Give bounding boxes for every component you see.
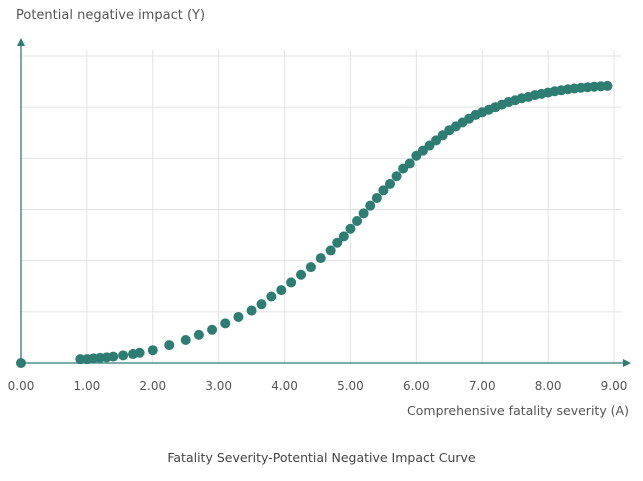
x-tick-label: 5.00: [337, 379, 364, 393]
data-point: [345, 223, 356, 234]
x-tick-label: 8.00: [535, 379, 562, 393]
data-point: [180, 334, 191, 345]
x-tick-label: 3.00: [205, 379, 232, 393]
y-axis-label: Potential negative impact (Y): [16, 8, 206, 23]
data-point: [207, 324, 218, 335]
data-point: [305, 262, 316, 273]
x-tick-label: 4.00: [271, 379, 298, 393]
data-point: [296, 269, 307, 280]
data-point: [246, 305, 257, 316]
data-point: [193, 329, 204, 340]
data-point: [256, 299, 267, 310]
data-point: [286, 277, 297, 288]
chart-caption: Fatality Severity-Potential Negative Imp…: [167, 450, 476, 465]
axes: [17, 38, 631, 367]
data-point: [378, 185, 389, 196]
data-point: [332, 237, 343, 248]
data-point: [365, 200, 376, 211]
data-point: [220, 318, 231, 329]
data-point: [108, 351, 119, 362]
x-tick-label: 9.00: [601, 379, 628, 393]
x-axis-label: Comprehensive fatality severity (A): [407, 403, 629, 418]
x-tick-label: 2.00: [139, 379, 166, 393]
data-point: [134, 347, 145, 358]
data-point: [404, 158, 415, 169]
x-tick-label: 1.00: [74, 379, 101, 393]
data-point: [358, 208, 369, 219]
x-tick-labels: 0.00 1.00 2.00 3.00 4.00 5.00 6.00 7.00 8.00 9.00: [8, 379, 628, 393]
data-point: [147, 345, 158, 356]
data-point: [602, 80, 613, 91]
data-point: [384, 178, 395, 189]
data-point: [338, 231, 349, 242]
data-point: [118, 350, 129, 361]
scatter-series: [16, 80, 613, 368]
grid: [21, 50, 622, 363]
data-point: [233, 311, 244, 322]
data-point: [391, 171, 402, 182]
x-tick-label: 6.00: [403, 379, 430, 393]
data-point: [276, 285, 287, 296]
x-tick-label: 7.00: [469, 379, 496, 393]
y-axis-arrow: [17, 38, 25, 46]
data-point: [266, 291, 277, 302]
data-point: [164, 340, 175, 351]
data-point: [352, 216, 363, 227]
data-point: [371, 192, 382, 203]
data-point: [325, 245, 336, 256]
data-point: [315, 253, 326, 264]
data-point: [16, 358, 26, 368]
x-tick-label: 0.00: [8, 379, 35, 393]
x-axis-arrow: [623, 359, 631, 367]
